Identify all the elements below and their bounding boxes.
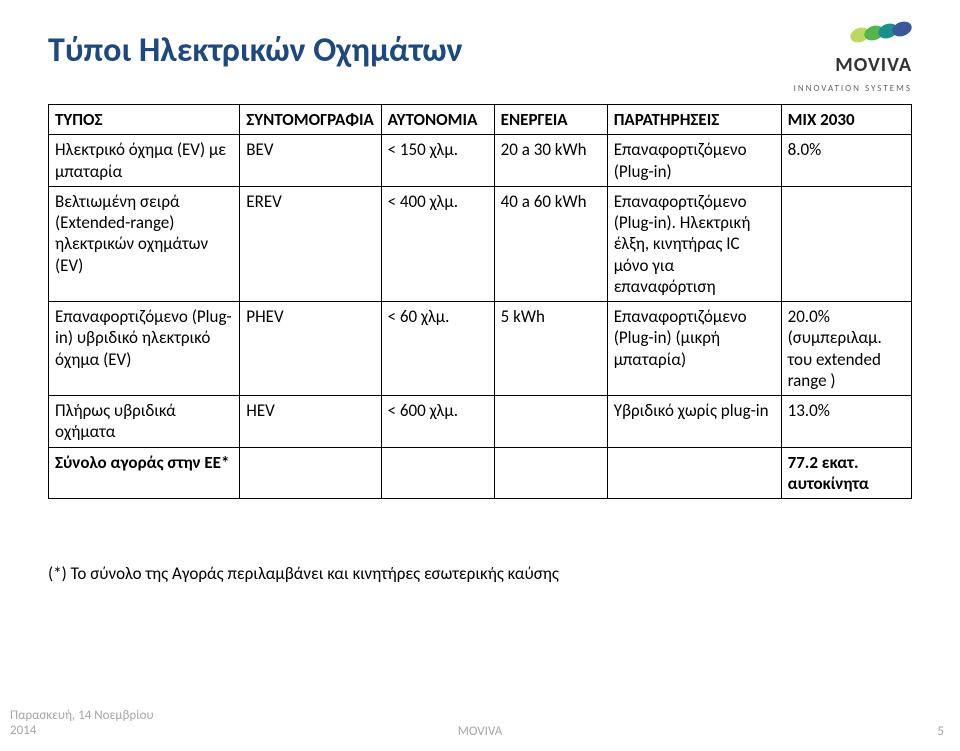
cell-mix: 13.0% <box>781 396 911 448</box>
cell-typos: Επαναφορτιζόμενο (Plug-in) υβριδικό ηλεκ… <box>49 302 240 396</box>
cell-abbr <box>240 447 381 499</box>
cell-obs: Επαναφορτιζόμενο (Plug-in). Ηλεκτρική έλ… <box>607 186 781 301</box>
cell-energy <box>494 447 607 499</box>
table-header-row: ΤΥΠΟΣ ΣΥΝΤΟΜΟΓΡΑΦΙΑ ΑΥΤΟΝΟΜΙΑ ΕΝΕΡΓΕΙΑ Π… <box>49 105 912 135</box>
cell-typos: Ηλεκτρικό όχημα (EV) με μπαταρία <box>49 135 240 187</box>
cell-energy: 20 a 30 kWh <box>494 135 607 187</box>
logo-leaves-icon <box>850 24 912 46</box>
cell-mix: 20.0% (συμπεριλαμ. του extended range ) <box>781 302 911 396</box>
cell-abbr: BEV <box>240 135 381 187</box>
table-row: Ηλεκτρικό όχημα (EV) με μπαταρία BEV < 1… <box>49 135 912 187</box>
cell-obs: Επαναφορτιζόμενο (Plug-in) (μικρή μπαταρ… <box>607 302 781 396</box>
col-header-mix: MIX 2030 <box>781 105 911 135</box>
header-row: Τύποι Ηλεκτρικών Οχημάτων MOVIVA INNOVAT… <box>48 30 912 96</box>
cell-autonomy: < 60 χλμ. <box>381 302 494 396</box>
logo-name: MOVIVA <box>835 53 912 77</box>
cell-abbr: PHEV <box>240 302 381 396</box>
cell-mix: 8.0% <box>781 135 911 187</box>
footer-date: Παρασκευή, 14 Νοεμβρίου2014 <box>10 708 154 739</box>
cell-abbr: EREV <box>240 186 381 301</box>
cell-autonomy: < 400 χλμ. <box>381 186 494 301</box>
col-header-abbr: ΣΥΝΤΟΜΟΓΡΑΦΙΑ <box>240 105 381 135</box>
cell-mix: 77.2 εκατ. αυτοκίνητα <box>781 447 911 499</box>
cell-obs: Επαναφορτιζόμενο (Plug-in) <box>607 135 781 187</box>
cell-typos: Σύνολο αγοράς στην ΕΕ* <box>49 447 240 499</box>
cell-energy: 5 kWh <box>494 302 607 396</box>
cell-mix <box>781 186 911 301</box>
col-header-obs: ΠΑΡΑΤΗΡΗΣΕΙΣ <box>607 105 781 135</box>
col-header-autonomy: ΑΥΤΟΝΟΜΙΑ <box>381 105 494 135</box>
cell-abbr: HEV <box>240 396 381 448</box>
table-row: Σύνολο αγοράς στην ΕΕ* 77.2 εκατ. αυτοκί… <box>49 447 912 499</box>
cell-autonomy <box>381 447 494 499</box>
footer-page-number: 5 <box>937 724 944 739</box>
col-header-typos: ΤΥΠΟΣ <box>49 105 240 135</box>
table-row: Πλήρως υβριδικά οχήματα HEV < 600 χλμ. Υ… <box>49 396 912 448</box>
footer-brand: MOVIVA <box>458 724 503 739</box>
cell-obs <box>607 447 781 499</box>
cell-typos: Βελτιωμένη σειρά (Extended-range) ηλεκτρ… <box>49 186 240 301</box>
footnote: (*) Το σύνολο της Αγοράς περιλαμβάνει κα… <box>48 563 912 584</box>
cell-typos: Πλήρως υβριδικά οχήματα <box>49 396 240 448</box>
logo-subtitle: INNOVATION SYSTEMS <box>794 83 912 94</box>
table-row: Επαναφορτιζόμενο (Plug-in) υβριδικό ηλεκ… <box>49 302 912 396</box>
vehicle-types-table: ΤΥΠΟΣ ΣΥΝΤΟΜΟΓΡΑΦΙΑ ΑΥΤΟΝΟΜΙΑ ΕΝΕΡΓΕΙΑ Π… <box>48 104 912 499</box>
logo-block: MOVIVA INNOVATION SYSTEMS <box>794 24 912 96</box>
col-header-energy: ΕΝΕΡΓΕΙΑ <box>494 105 607 135</box>
cell-energy <box>494 396 607 448</box>
table-body: Ηλεκτρικό όχημα (EV) με μπαταρία BEV < 1… <box>49 135 912 499</box>
cell-energy: 40 a 60 kWh <box>494 186 607 301</box>
cell-obs: Υβριδικό χωρίς plug-in <box>607 396 781 448</box>
table-row: Βελτιωμένη σειρά (Extended-range) ηλεκτρ… <box>49 186 912 301</box>
page-title: Τύποι Ηλεκτρικών Οχημάτων <box>48 30 463 71</box>
cell-autonomy: < 150 χλμ. <box>381 135 494 187</box>
cell-autonomy: < 600 χλμ. <box>381 396 494 448</box>
